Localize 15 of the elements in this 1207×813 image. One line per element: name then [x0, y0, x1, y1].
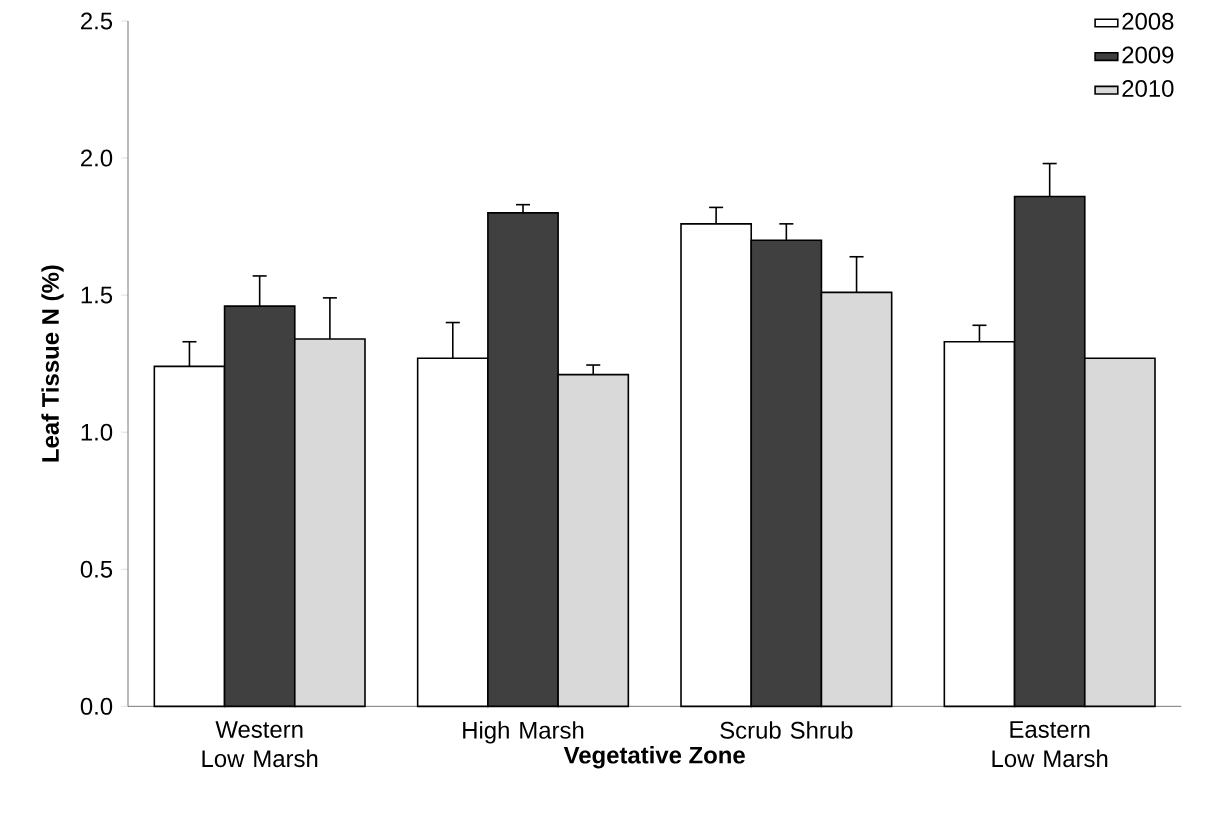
- y-axis-title: Leaf Tissue N (%): [41, 265, 64, 462]
- x-tick-label: Eastern Low Marsh: [992, 721, 1108, 768]
- legend-label: 2010: [1122, 80, 1174, 97]
- x-tick-label: Western Low Marsh: [202, 721, 318, 768]
- y-tick-label: 1.5: [81, 286, 113, 304]
- y-tick-label: 0.0: [80, 697, 113, 715]
- y-tick-label: 2.0: [81, 149, 113, 167]
- legend-label: 2009: [1122, 46, 1174, 64]
- y-tick-label: 0.5: [80, 560, 113, 578]
- legend-label: 2008: [1122, 12, 1174, 30]
- x-axis-title: Vegetative Zone: [563, 746, 745, 769]
- y-tick-label: 2.5: [81, 12, 113, 30]
- y-tick-label: 1.0: [81, 423, 113, 441]
- x-tick-label: High Marsh: [463, 721, 584, 744]
- x-tick-label: Scrub Shrub: [720, 721, 853, 739]
